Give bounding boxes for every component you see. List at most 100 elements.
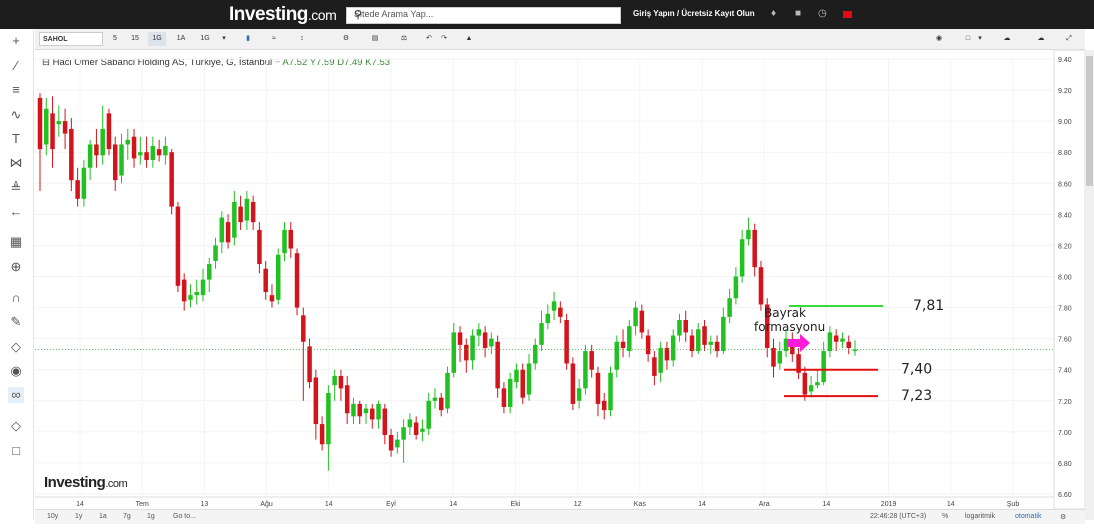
settings-gear-icon[interactable]: ⚙: [340, 32, 352, 46]
clock-time: 22:46:28 (UTC+3): [870, 513, 926, 520]
alerts-scale-icon[interactable]: ⚖: [396, 32, 412, 46]
interval-dropdown[interactable]: 1G: [196, 32, 214, 46]
page-scrollbar[interactable]: [1085, 50, 1094, 520]
symbol-input[interactable]: SAHOL: [39, 32, 103, 46]
range-7g[interactable]: 7g: [123, 513, 131, 520]
candle-body-down: [558, 308, 563, 317]
legend-high: Y7.59: [310, 57, 335, 68]
candle-body-down: [683, 320, 688, 332]
candle-body-up: [408, 419, 413, 427]
range-10y[interactable]: 10y: [47, 513, 58, 520]
bell-icon[interactable]: ♦: [771, 8, 776, 19]
layout-icon[interactable]: □: [961, 32, 975, 46]
price-tick-label: 8.00: [1058, 275, 1072, 282]
candle-body-up: [364, 409, 369, 414]
candle-body-down: [715, 342, 720, 351]
watermark-main: Investing: [44, 474, 105, 491]
templates-icon[interactable]: ▤: [367, 32, 383, 46]
measure-icon[interactable]: ▦: [8, 234, 24, 250]
candle-body-up: [828, 332, 833, 351]
candle-body-down: [38, 98, 43, 149]
indicators-icon[interactable]: ↕: [294, 32, 310, 46]
fullscreen-icon[interactable]: ⤢: [1062, 32, 1076, 46]
cloud-save-icon[interactable]: ☁: [998, 32, 1016, 46]
candle-body-up: [426, 401, 431, 429]
undo-icon[interactable]: ↶: [424, 32, 434, 46]
candle-body-down: [771, 348, 776, 367]
legend-collapse-icon[interactable]: ⊟: [42, 57, 50, 68]
candle-body-down: [383, 409, 388, 435]
candle-body-up: [727, 298, 732, 317]
crosshair-icon[interactable]: +: [8, 33, 24, 49]
compare-icon[interactable]: ≈: [266, 32, 282, 46]
time-tick-label: Şub: [1007, 501, 1020, 508]
scrollbar-thumb[interactable]: [1086, 56, 1093, 186]
trendline-icon[interactable]: ∕: [8, 58, 24, 74]
candle-body-up: [821, 351, 826, 382]
candle-body-up: [213, 245, 218, 261]
site-logo[interactable]: Investing.com: [229, 4, 336, 26]
layout-chevron-icon[interactable]: ▾: [976, 32, 984, 46]
back-arrow-icon[interactable]: ←: [8, 204, 24, 220]
interval-5[interactable]: 5: [107, 32, 123, 46]
interval-1a[interactable]: 1A: [172, 32, 190, 46]
candle-body-down: [803, 373, 808, 395]
candle-body-up: [477, 329, 482, 335]
trash-icon[interactable]: □: [8, 443, 24, 459]
percent-toggle[interactable]: %: [942, 513, 948, 520]
redo-icon[interactable]: ↷: [439, 32, 449, 46]
search-input[interactable]: Sitede Arama Yap... ⚲: [346, 7, 621, 24]
candle-body-up: [489, 339, 494, 347]
zoom-icon[interactable]: ⊕: [8, 259, 24, 275]
pencil-lock-icon[interactable]: ✎: [8, 314, 24, 330]
eye-icon[interactable]: ◉: [8, 363, 24, 379]
candle-body-down: [596, 373, 601, 404]
goto-date-button[interactable]: Go to...: [173, 513, 196, 520]
auto-toggle[interactable]: otomatik: [1015, 513, 1041, 520]
price-tick-label: 9.40: [1058, 57, 1072, 64]
fibonacci-icon[interactable]: ≡: [8, 82, 24, 98]
text-icon[interactable]: T: [8, 131, 24, 147]
link-icon[interactable]: ∞: [8, 387, 24, 403]
briefcase-icon[interactable]: ■: [795, 8, 801, 19]
prediction-icon[interactable]: ≜: [8, 180, 24, 196]
candle-body-down: [144, 152, 149, 160]
lock-icon[interactable]: ◇: [8, 339, 24, 355]
login-link[interactable]: Giriş Yapın / Ücretsiz Kayıt Olun: [633, 9, 755, 18]
candle-body-down: [520, 370, 525, 398]
candle-body-up: [784, 339, 789, 351]
candle-body-up: [207, 264, 212, 280]
last-price-tag: [1055, 345, 1077, 355]
candle-body-down: [75, 180, 80, 199]
interval-1g-active[interactable]: 1G: [148, 32, 166, 46]
candle-body-up: [778, 351, 783, 363]
chevron-down-icon[interactable]: ▾: [220, 32, 228, 46]
cloud-load-icon[interactable]: ☁: [1032, 32, 1050, 46]
legend-menu-icon[interactable]: −: [275, 57, 281, 68]
layers-icon[interactable]: ◇: [8, 418, 24, 434]
brush-icon[interactable]: ∿: [8, 107, 24, 123]
log-toggle[interactable]: logaritmik: [965, 513, 995, 520]
magnet-icon[interactable]: ∩: [8, 290, 24, 306]
candle-body-up: [326, 393, 331, 444]
chart-settings-icon[interactable]: ⚙: [1060, 513, 1066, 521]
range-1a[interactable]: 1a: [99, 513, 107, 520]
camera-icon[interactable]: ◉: [932, 32, 946, 46]
pattern-icon[interactable]: ⋈: [8, 155, 24, 171]
search-icon[interactable]: ⚲: [354, 8, 616, 21]
legend-title: Haci Omer Sabanci Holding AS, Türkiye, G…: [53, 57, 272, 68]
language-flag-icon[interactable]: [843, 11, 852, 18]
interval-15[interactable]: 15: [127, 32, 143, 46]
candles-icon[interactable]: ▮: [241, 32, 255, 46]
alert-bell-icon[interactable]: ▲: [462, 32, 476, 46]
clock-icon[interactable]: ◷: [818, 8, 827, 19]
candle-body-down: [307, 346, 312, 382]
candle-body-down: [345, 385, 350, 413]
candle-body-up: [232, 202, 237, 238]
range-1y[interactable]: 1y: [75, 513, 82, 520]
price-tick-label: 6.80: [1058, 461, 1072, 468]
candle-body-down: [646, 336, 651, 355]
range-1g[interactable]: 1g: [147, 513, 155, 520]
candle-body-up: [245, 199, 250, 221]
